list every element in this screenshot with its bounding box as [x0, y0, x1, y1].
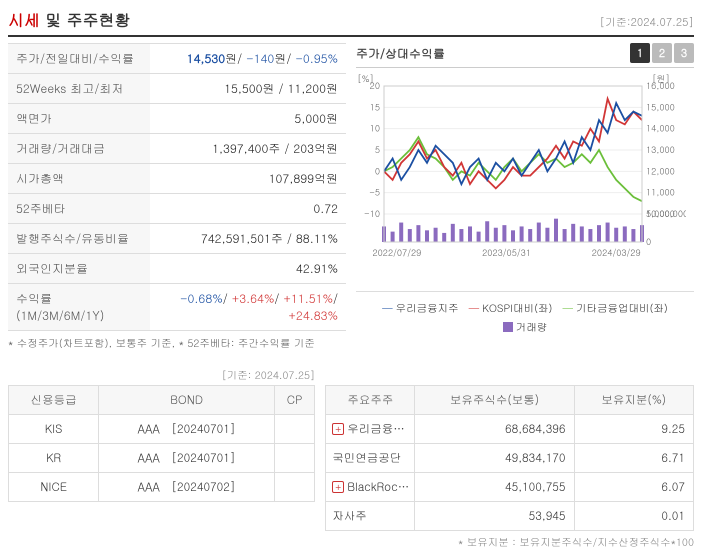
- share-count: 45,100,755: [415, 473, 574, 502]
- chart-tab-1[interactable]: 1: [630, 43, 650, 63]
- title-conj: 및: [40, 8, 67, 31]
- svg-text:5: 5: [375, 143, 380, 156]
- title-suffix: 주주현황: [67, 8, 131, 31]
- kv-value: 0.72: [150, 194, 346, 224]
- svg-text:16,000: 16,000: [646, 79, 675, 92]
- kv-value: 1,397,400주 / 203억원: [150, 134, 346, 164]
- credit-cell: [274, 473, 314, 502]
- quote-table: 주가/전일대비/수익률14,530원/ -140원/ -0.95%52Weeks…: [8, 43, 346, 331]
- share-count: 53,945: [415, 502, 574, 531]
- share-name: 국민연금공단: [326, 444, 415, 473]
- credit-cell: KR: [9, 444, 99, 473]
- credit-cell: NICE: [9, 473, 99, 502]
- credit-header: 신용등급: [9, 386, 99, 415]
- svg-text:15,000: 15,000: [646, 100, 675, 113]
- credit-cell: KIS: [9, 415, 99, 444]
- kv-label: 수익률 (1M/3M/6M/1Y): [8, 284, 150, 331]
- kv-label: 외국인지분율: [8, 254, 150, 284]
- kv-label: 52Weeks 최고/최저: [8, 74, 150, 104]
- legend-item: — KOSPI대비(좌): [469, 300, 553, 315]
- svg-text:2023/05/31: 2023/05/31: [482, 246, 531, 259]
- credit-cell: AAA [20240702]: [99, 473, 275, 502]
- share-header: 보유지분(%): [574, 386, 693, 415]
- page-header: 시세 및 주주현황 [기준:2024.07.25]: [8, 8, 694, 37]
- kv-value: 107,899억원: [150, 164, 346, 194]
- kv-value: 5,000원: [150, 104, 346, 134]
- legend-item: — 우리금융지주: [382, 300, 459, 315]
- chart-header: 주가/상대수익률 123: [356, 43, 694, 68]
- svg-text:14,000: 14,000: [646, 122, 675, 135]
- shareholder-table: 주요주주보유주식수(보통)보유지분(%) +우리금융지주우리 사주…68,684,…: [325, 385, 694, 531]
- kv-label: 액면가: [8, 104, 150, 134]
- share-pct: 6.07: [574, 473, 693, 502]
- chart-tab-2[interactable]: 2: [652, 43, 672, 63]
- svg-text:0: 0: [646, 235, 651, 248]
- share-header: 주요주주: [326, 386, 415, 415]
- kv-label: 거래량/거래대금: [8, 134, 150, 164]
- kv-label: 주가/전일대비/수익률: [8, 44, 150, 74]
- chart-panel: 주가/상대수익률 123 [%][원]-1010,000-511,000012,…: [356, 43, 694, 360]
- kv-label: 시가총액: [8, 164, 150, 194]
- credit-cell: AAA [20240701]: [99, 444, 275, 473]
- title-accent: 시세: [8, 8, 40, 31]
- svg-text:0: 0: [375, 164, 380, 177]
- credit-header: BOND: [99, 386, 275, 415]
- share-pct: 0.01: [574, 502, 693, 531]
- share-name: +우리금융지주우리 사주…: [326, 415, 415, 444]
- share-pct: 6.71: [574, 444, 693, 473]
- share-count: 49,834,170: [415, 444, 574, 473]
- price-chart: [%][원]-1010,000-511,000012,000513,000101…: [356, 72, 686, 290]
- chart-legend: — 우리금융지주 — KOSPI대비(좌) — 기타금융업대비(좌) 거래량: [356, 296, 694, 338]
- share-name: +BlackRock Fund Advis…: [326, 473, 415, 502]
- credit-date: [기준: 2024.07.25]: [8, 364, 315, 385]
- credit-panel: [기준: 2024.07.25] 신용등급BONDCP KISAAA [20240…: [8, 364, 315, 552]
- credit-table: 신용등급BONDCP KISAAA [20240701]KRAAA [202407…: [8, 385, 315, 502]
- svg-text:20: 20: [370, 79, 380, 92]
- svg-text:2022/07/29: 2022/07/29: [372, 246, 421, 259]
- quote-footnote: * 수정주가(차트포함), 보통주 기준, * 52주베타: 주간수익률 기준: [8, 331, 346, 360]
- share-pct: 9.25: [574, 415, 693, 444]
- legend-item: 거래량: [503, 319, 548, 334]
- header-date: [기준:2024.07.25]: [599, 15, 694, 30]
- kv-value: 42.91%: [150, 254, 346, 284]
- kv-value: 15,500원 / 11,200원: [150, 74, 346, 104]
- svg-text:5,000,000: 5,000,000: [646, 207, 686, 220]
- chart-title: 주가/상대수익률: [356, 45, 445, 62]
- svg-text:-10: -10: [364, 207, 380, 220]
- svg-text:-5: -5: [369, 186, 380, 199]
- credit-cell: [274, 444, 314, 473]
- credit-cell: AAA [20240701]: [99, 415, 275, 444]
- chart-tabs: 123: [630, 43, 694, 63]
- expand-icon[interactable]: +: [332, 423, 344, 435]
- kv-value: 742,591,501주 / 88.11%: [150, 224, 346, 254]
- kv-label: 발행주식수/유동비율: [8, 224, 150, 254]
- kv-value: 14,530원/ -140원/ -0.95%: [150, 44, 346, 74]
- shareholder-footnote: * 보유지분 : 보유지분주식수/지수산정주식수*100: [325, 531, 694, 552]
- page-title: 시세 및 주주현황: [8, 8, 131, 31]
- credit-header: CP: [274, 386, 314, 415]
- svg-text:2024/03/29: 2024/03/29: [592, 246, 641, 259]
- kv-value: -0.68%/ +3.64%/ +11.51%/ +24.83%: [150, 284, 346, 331]
- credit-cell: [274, 415, 314, 444]
- svg-text:10: 10: [370, 122, 380, 135]
- shareholder-panel: 주요주주보유주식수(보통)보유지분(%) +우리금융지주우리 사주…68,684,…: [325, 364, 694, 552]
- legend-item: — 기타금융업대비(좌): [562, 300, 667, 315]
- chart-box: [%][원]-1010,000-511,000012,000513,000101…: [356, 72, 694, 292]
- chart-tab-3[interactable]: 3: [674, 43, 694, 63]
- share-header: 보유주식수(보통): [415, 386, 574, 415]
- share-count: 68,684,396: [415, 415, 574, 444]
- expand-icon[interactable]: +: [332, 481, 344, 493]
- share-name: 자사주: [326, 502, 415, 531]
- kv-label: 52주베타: [8, 194, 150, 224]
- quote-panel: 주가/전일대비/수익률14,530원/ -140원/ -0.95%52Weeks…: [8, 43, 346, 360]
- svg-text:13,000: 13,000: [646, 143, 675, 156]
- svg-text:12,000: 12,000: [646, 164, 675, 177]
- svg-text:11,000: 11,000: [646, 186, 675, 199]
- svg-text:15: 15: [370, 100, 380, 113]
